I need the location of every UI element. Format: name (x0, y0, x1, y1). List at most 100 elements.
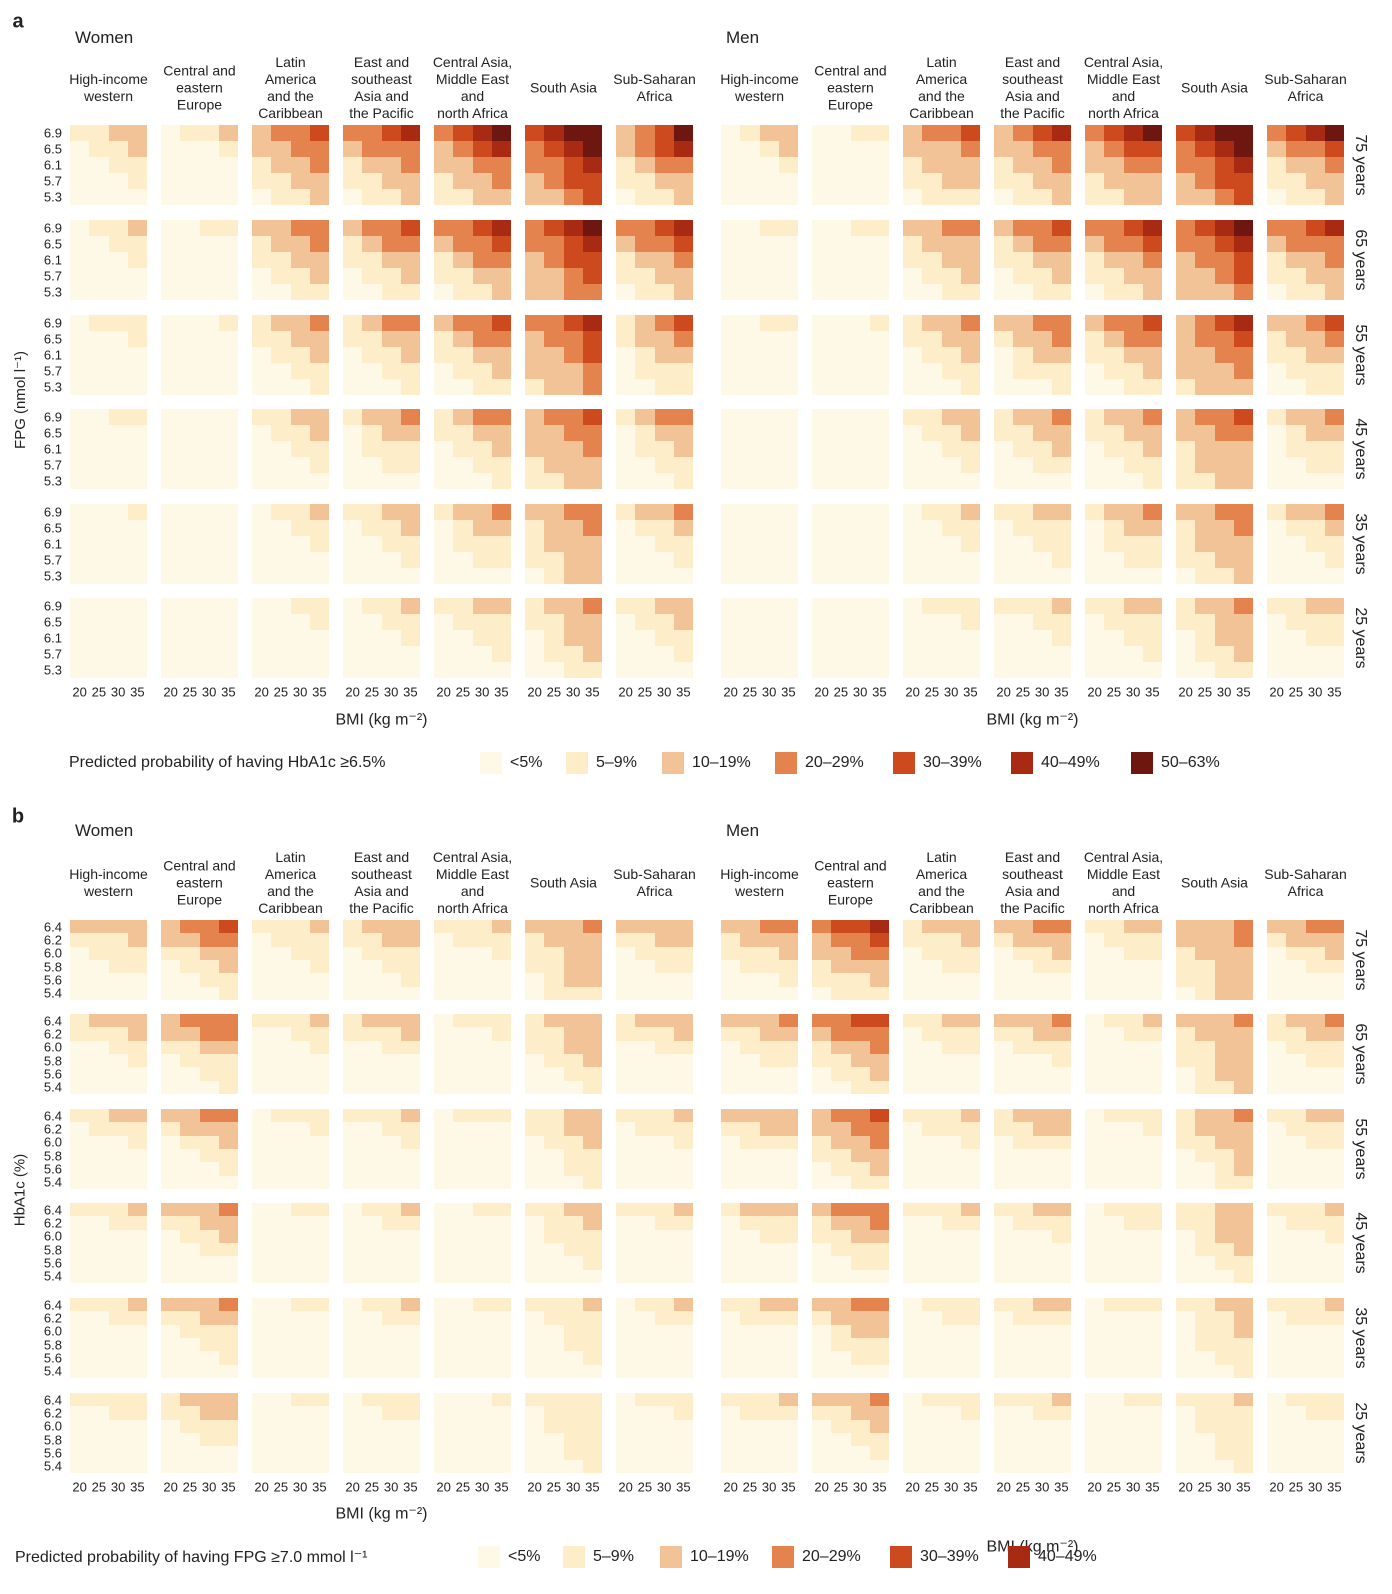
heatmap-cell (108, 189, 129, 206)
heatmap-cell (252, 379, 272, 396)
heatmap-cell (1305, 220, 1326, 237)
heatmap-cell (812, 1135, 832, 1150)
heatmap-cell (271, 630, 291, 647)
x-tick-label: 30 (201, 684, 217, 700)
heatmap-cell (1233, 1175, 1254, 1190)
heatmap-cell (1085, 189, 1105, 206)
heatmap-cell (544, 520, 564, 537)
x-tick-label: 25 (273, 684, 289, 700)
heatmap-cell (199, 409, 220, 426)
heatmap-cell (922, 1014, 942, 1028)
heatmap-cell (759, 425, 780, 442)
heatmap-cell (812, 189, 832, 206)
y-tick-label: 5.8 (43, 1148, 62, 1164)
heatmap-cell (362, 933, 382, 948)
heatmap-cell (434, 1459, 454, 1474)
heatmap-cell (831, 1229, 851, 1244)
heatmap-cell (491, 1419, 512, 1434)
heatmap-cell (400, 1080, 421, 1095)
heatmap-cell (127, 1298, 148, 1312)
heatmap-cell (850, 173, 871, 190)
heatmap-cell (70, 284, 90, 301)
heatmap-cell (812, 1175, 832, 1190)
heatmap-cell (812, 1216, 832, 1231)
heatmap-cell (199, 425, 220, 442)
heatmap-cell (1176, 457, 1196, 474)
heatmap-cell (903, 1040, 923, 1055)
heatmap-cell (1233, 284, 1254, 301)
heatmap-cell (381, 268, 402, 285)
heatmap-cell (654, 1122, 675, 1137)
heatmap-cell (960, 1040, 981, 1055)
heatmap-cell (831, 536, 851, 553)
heatmap-cell (1085, 920, 1105, 934)
heatmap-cell (218, 141, 239, 158)
heatmap-cell (740, 1406, 760, 1421)
heatmap-cell (563, 1393, 584, 1407)
heatmap-cell (381, 646, 402, 663)
heatmap-cell (994, 189, 1014, 206)
heatmap-cell (869, 363, 890, 380)
heatmap-cell (271, 1229, 291, 1244)
heatmap-cell (252, 473, 272, 490)
heatmap-cell (180, 284, 200, 301)
heatmap-cell (922, 520, 942, 537)
heatmap-cell (199, 1080, 220, 1095)
heatmap-cell (1286, 614, 1306, 631)
heatmap-cell (89, 1256, 109, 1271)
heatmap-cell (941, 1027, 962, 1042)
heatmap-cell (740, 630, 760, 647)
heatmap-cell (343, 1229, 363, 1244)
heatmap-cell (1013, 409, 1033, 426)
heatmap-cell (635, 1175, 655, 1190)
heatmap-cell (1032, 1054, 1053, 1068)
heatmap-cell (343, 1419, 363, 1434)
x-tick-label: 35 (1236, 684, 1251, 700)
heatmap-cell (1051, 552, 1072, 569)
heatmap-cell (89, 920, 109, 934)
heatmap-cell (1032, 1027, 1053, 1042)
heatmap-cell (582, 1014, 603, 1028)
heatmap-cell (869, 236, 890, 253)
heatmap-cell (635, 1433, 655, 1447)
heatmap-cell (180, 568, 200, 585)
heatmap-cell (616, 520, 636, 537)
heatmap-cell (563, 1216, 584, 1231)
heatmap-cell (491, 268, 512, 285)
heatmap-cell (960, 315, 981, 332)
heatmap-cell (161, 1149, 181, 1163)
heatmap-cell (721, 1446, 741, 1461)
heatmap-cell (252, 986, 272, 1001)
heatmap-cell (127, 1324, 148, 1339)
heatmap-cell (400, 173, 421, 190)
heatmap-cell (108, 552, 129, 569)
heatmap-cell (180, 425, 200, 442)
heatmap-cell (343, 1433, 363, 1447)
heatmap-cell (960, 1243, 981, 1257)
heatmap-cell (869, 1256, 890, 1271)
heatmap-cell (453, 1406, 473, 1421)
heatmap-cell (218, 1229, 239, 1244)
heatmap-cell (1013, 1269, 1033, 1284)
x-tick-label: 35 (494, 684, 509, 700)
heatmap-cell (1123, 552, 1144, 569)
heatmap-cell (616, 409, 636, 426)
heatmap-cell (271, 520, 291, 537)
heatmap-cell (721, 1269, 741, 1284)
heatmap-cell (491, 1122, 512, 1137)
heatmap-cell (960, 614, 981, 631)
age-label: 35 years (1352, 513, 1369, 575)
heatmap-cell (1214, 220, 1235, 237)
heatmap-cell (740, 504, 760, 521)
heatmap-cell (850, 1459, 871, 1474)
heatmap-cell (563, 1459, 584, 1474)
heatmap-cell (434, 1419, 454, 1434)
heatmap-cell (1267, 141, 1287, 158)
heatmap-cell (673, 960, 694, 974)
heatmap-cell (1013, 1256, 1033, 1271)
heatmap-cell (673, 1080, 694, 1095)
heatmap-cell (740, 1216, 760, 1231)
heatmap-cell (252, 173, 272, 190)
heatmap-cell (1233, 536, 1254, 553)
heatmap-cell (400, 284, 421, 301)
